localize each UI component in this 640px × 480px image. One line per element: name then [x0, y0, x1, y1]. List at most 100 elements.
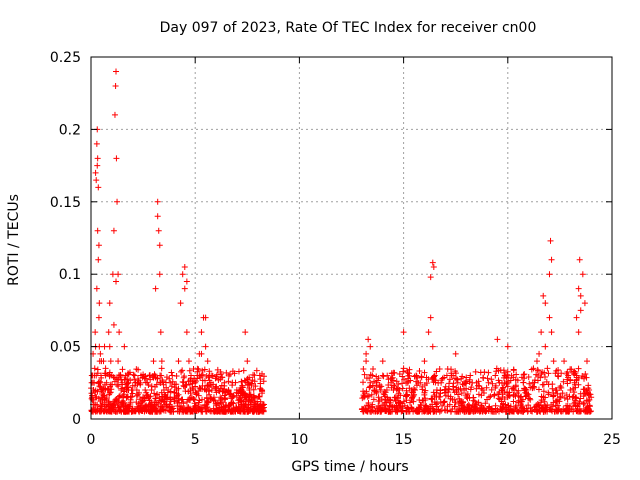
data-point [154, 198, 161, 205]
data-point-dense [408, 396, 415, 403]
data-point-dense [430, 406, 437, 413]
data-point-dense [410, 386, 417, 393]
data-point-dense [387, 397, 394, 404]
data-point-dense [102, 370, 109, 377]
data-point [573, 314, 580, 321]
data-point-dense [374, 377, 381, 384]
data-point-dense [146, 397, 153, 404]
data-point-dense [232, 379, 239, 386]
data-point-dense [115, 383, 122, 390]
data-point-dense [253, 367, 260, 374]
data-point-dense [542, 373, 549, 380]
data-point-dense [510, 366, 517, 373]
data-points [88, 68, 595, 415]
data-point-dense [179, 378, 186, 385]
data-point-dense [117, 373, 124, 380]
data-point-dense [100, 392, 107, 399]
data-point [575, 329, 582, 336]
data-point [550, 358, 557, 365]
data-point-dense [385, 376, 392, 383]
data-point-dense [117, 403, 124, 410]
data-point-dense [363, 375, 370, 382]
data-point-dense [453, 388, 460, 395]
y-tick-label: 0 [72, 412, 81, 428]
data-point [98, 358, 105, 365]
data-point-dense [571, 389, 578, 396]
data-point-dense [225, 372, 232, 379]
data-point [575, 285, 582, 292]
data-point-dense [103, 408, 110, 415]
data-point-dense [230, 400, 237, 407]
x-tick-label: 0 [87, 432, 96, 448]
data-point [185, 358, 192, 365]
data-point-dense [254, 401, 261, 408]
data-point-dense [111, 399, 118, 406]
data-point-dense [260, 378, 267, 385]
data-point-dense [158, 389, 165, 396]
data-point-dense [454, 376, 461, 383]
data-point-dense [139, 398, 146, 405]
data-point-dense [564, 368, 571, 375]
data-point-dense [88, 379, 95, 386]
data-point-dense [248, 380, 255, 387]
data-point [494, 336, 501, 343]
data-point-dense [482, 400, 489, 407]
data-point [115, 358, 122, 365]
data-point-dense [205, 388, 212, 395]
data-point-dense [433, 394, 440, 401]
data-point-dense [154, 391, 161, 398]
data-point-dense [370, 396, 377, 403]
data-point-dense [147, 376, 154, 383]
data-point-dense [222, 389, 229, 396]
data-point-dense [521, 375, 528, 382]
data-point [107, 358, 114, 365]
data-point-dense [572, 402, 579, 409]
data-point-dense [488, 386, 495, 393]
data-point-dense [384, 372, 391, 379]
data-point-dense [122, 376, 129, 383]
data-point-dense [180, 374, 187, 381]
data-point-dense [444, 407, 451, 414]
data-point-dense [403, 380, 410, 387]
data-point-dense [250, 408, 257, 415]
data-point-dense [414, 374, 421, 381]
data-point [156, 242, 163, 249]
y-tick-label: 0.2 [59, 122, 81, 138]
data-point-dense [480, 374, 487, 381]
data-point-dense [364, 393, 371, 400]
data-point-dense [217, 408, 224, 415]
data-point [105, 329, 112, 336]
data-point-dense [495, 395, 502, 402]
data-point-dense [124, 408, 131, 415]
data-point [150, 358, 157, 365]
data-point-dense [118, 381, 125, 388]
y-tick-label: 0.05 [50, 340, 81, 356]
data-point-dense [366, 384, 373, 391]
data-point-dense [237, 385, 244, 392]
data-point-dense [400, 398, 407, 405]
data-point [377, 387, 384, 394]
data-point [538, 329, 545, 336]
data-point-dense [475, 407, 482, 414]
data-point [204, 358, 211, 365]
data-point-dense [249, 377, 256, 384]
data-point-dense [563, 407, 570, 414]
data-point-dense [447, 395, 454, 402]
data-point-dense [433, 408, 440, 415]
data-point-dense [576, 398, 583, 405]
data-point-dense [553, 398, 560, 405]
data-point [242, 329, 249, 336]
grid [91, 57, 612, 419]
data-point [92, 169, 99, 176]
data-point-dense [157, 397, 164, 404]
data-point-dense [360, 379, 367, 386]
x-tick-labels: 0 5 10 15 20 25 [87, 432, 621, 448]
data-point-dense [505, 392, 512, 399]
data-point [546, 314, 553, 321]
data-point-dense [178, 368, 185, 375]
data-point-dense [478, 403, 485, 410]
data-point-dense [168, 369, 175, 376]
data-point-dense [396, 370, 403, 377]
data-point-dense [545, 381, 552, 388]
data-point-dense [421, 406, 428, 413]
